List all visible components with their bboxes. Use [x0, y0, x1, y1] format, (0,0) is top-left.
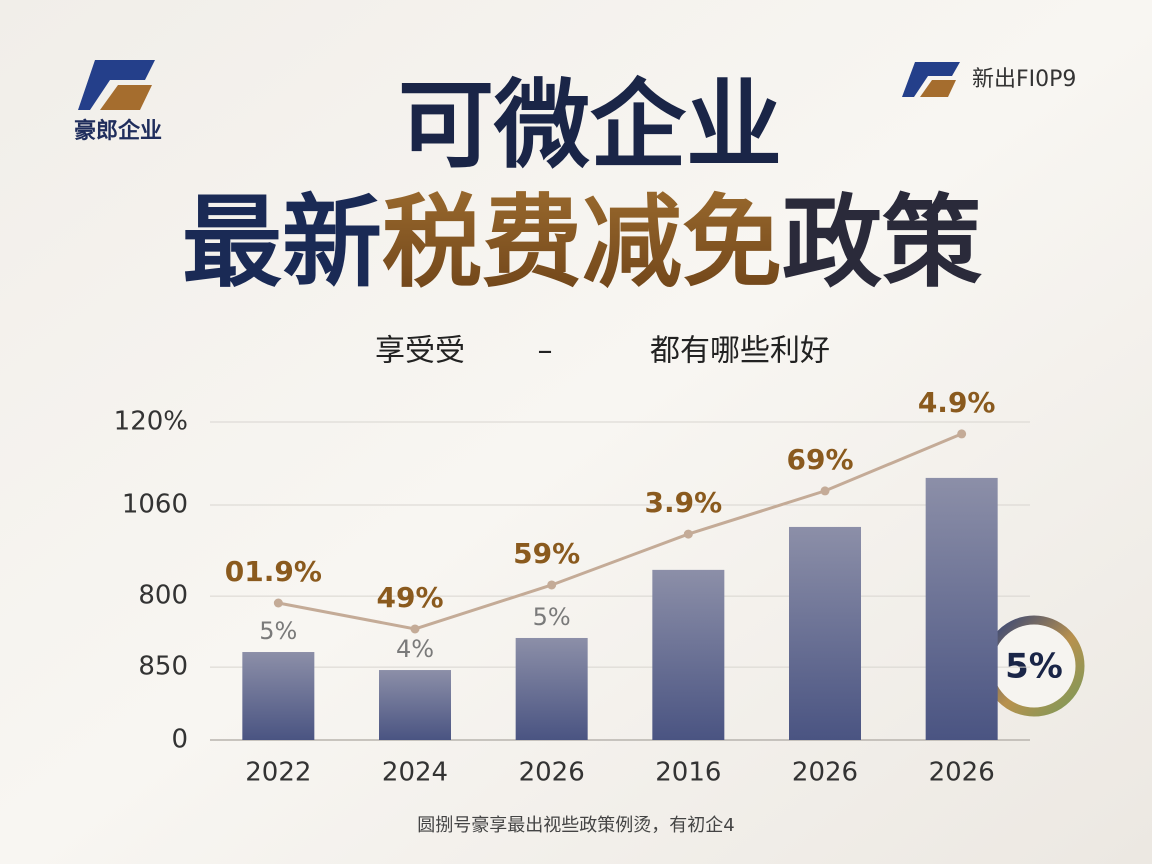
bar: [925, 477, 998, 740]
x-tick-label: 2026: [519, 758, 585, 788]
y-tick-label: 800: [138, 581, 188, 611]
title-line-1: 可微企业: [398, 69, 782, 181]
badge-text: 5%: [1005, 647, 1063, 687]
subtitle-part: 享受受: [375, 334, 465, 369]
title-part: 最新: [182, 184, 382, 301]
line-annotation: 3.9%: [645, 486, 723, 519]
bar: [652, 569, 725, 740]
y-tick-label: 850: [138, 652, 188, 682]
line-point: [547, 580, 557, 590]
subtitle-part: 都有哪些利好: [650, 334, 830, 369]
y-tick-label: 1060: [122, 489, 188, 519]
title-line-2: 最新税费减免政策: [182, 184, 982, 301]
line-annotation: 69%: [786, 443, 853, 476]
bar: [242, 652, 315, 740]
line-point: [683, 529, 693, 539]
x-tick-label: 2026: [929, 758, 995, 788]
line-annotation: 59%: [513, 537, 580, 570]
plot: 0 850 800 1060 120% 2022 5% 2024 4% 2026 5% 2016 202…: [114, 386, 1030, 788]
bar: [379, 670, 451, 740]
line-point: [410, 624, 420, 634]
bar: [515, 637, 588, 740]
x-tick-label: 2016: [655, 758, 721, 788]
footer: 圆捌号豪享最出视些政策例烫，有初企4: [417, 815, 734, 836]
subtitle-part: –: [538, 334, 553, 369]
bar-label: 4%: [396, 635, 434, 663]
title-part: 税费减免: [382, 184, 782, 301]
y-tick-label: 120%: [114, 407, 188, 437]
top-right-text: 新出FI0P9: [972, 67, 1076, 92]
line-point: [957, 429, 967, 439]
top-right-logo: 新出FI0P9: [902, 62, 1076, 97]
x-tick-label: 2024: [382, 758, 448, 788]
bar-label: 5%: [533, 603, 571, 631]
x-tick-label: 2022: [245, 758, 311, 788]
logo: 豪郎企业: [74, 60, 162, 144]
y-tick-label: 0: [171, 725, 188, 755]
badge: 5%: [983, 615, 1085, 717]
line-point: [273, 598, 283, 608]
line-annotation: 4.9%: [918, 386, 996, 419]
bar-label: 5%: [259, 617, 297, 645]
x-tick-label: 2026: [792, 758, 858, 788]
line-annotation: 01.9%: [225, 555, 322, 588]
line-annotation: 49%: [376, 581, 443, 614]
line: [278, 432, 963, 631]
bar: [789, 526, 861, 740]
logo-text: 豪郎企业: [74, 118, 162, 144]
line-point: [820, 486, 830, 496]
title-part: 政策: [782, 184, 982, 301]
